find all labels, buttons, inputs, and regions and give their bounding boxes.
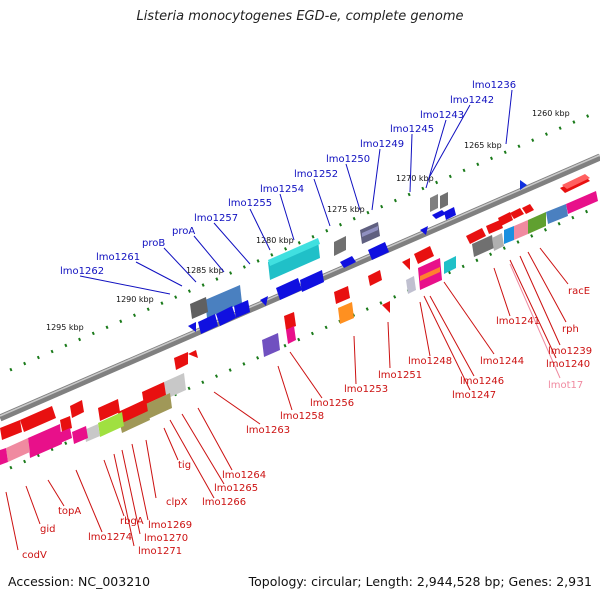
gene-label: lmo1274 bbox=[88, 532, 132, 543]
gene-label: lmo1264 bbox=[222, 470, 266, 481]
kbp-label: 1290 kbp bbox=[116, 295, 154, 304]
pink-leader-line bbox=[509, 263, 561, 379]
gene-label: lmo1246 bbox=[460, 376, 504, 387]
kbp-label: 1285 kbp bbox=[186, 266, 224, 275]
gene-label: lmo1245 bbox=[390, 124, 434, 135]
gene-label: lmo1266 bbox=[202, 497, 246, 508]
gene-label: lmo1257 bbox=[194, 213, 238, 224]
upper-leader-lines bbox=[79, 89, 513, 295]
lower-gene-labels: racE rph lmo1239 lmo1240 lmot17 lmo1241 … bbox=[22, 286, 592, 561]
kbp-label: 1265 kbp bbox=[464, 141, 502, 150]
kbp-label: 1280 kbp bbox=[256, 236, 294, 245]
gene-label: lmo1250 bbox=[326, 154, 370, 165]
gene-label: lmo1269 bbox=[148, 520, 192, 531]
gene-label: proA bbox=[172, 226, 195, 237]
gene-label: racE bbox=[568, 286, 590, 297]
gene-label: lmo1247 bbox=[452, 390, 496, 401]
gene-label: lmo1239 bbox=[548, 346, 592, 357]
gene-label: codV bbox=[22, 550, 47, 561]
gene-label: lmo1270 bbox=[144, 533, 188, 544]
accession-text: Accession: NC_003210 bbox=[8, 574, 151, 589]
gene-label: lmo1251 bbox=[378, 370, 422, 381]
gene-label: gid bbox=[40, 524, 55, 535]
gene-label: lmo1243 bbox=[420, 110, 464, 121]
lower-leader-lines bbox=[5, 247, 569, 551]
gene-label: rph bbox=[562, 324, 579, 335]
gene-label: lmo1249 bbox=[360, 139, 404, 150]
gene-label: rbgA bbox=[120, 516, 144, 527]
gene-label: lmo1261 bbox=[96, 252, 140, 263]
gene-label: lmo1258 bbox=[280, 411, 324, 422]
gene-label: proB bbox=[142, 238, 165, 249]
upper-gene-labels: lmo1236 lmo1242 lmo1243 lmo1245 lmo1249 … bbox=[60, 80, 516, 277]
kbp-label: 1270 kbp bbox=[396, 174, 434, 183]
gene-label: lmo1255 bbox=[228, 198, 272, 209]
upper-tick-line bbox=[9, 113, 591, 372]
gene-label: lmo1241 bbox=[496, 316, 540, 327]
map-title: Listeria monocytogenes EGD-e, complete g… bbox=[136, 9, 464, 24]
gene-label: lmo1242 bbox=[450, 95, 494, 106]
lower-gene-blocks bbox=[0, 191, 598, 465]
gene-label: lmo1262 bbox=[60, 266, 104, 277]
gene-label: lmo1263 bbox=[246, 425, 290, 436]
gene-label: lmot17 bbox=[548, 380, 583, 391]
gene-label: clpX bbox=[166, 497, 188, 508]
upper-gene-blocks bbox=[188, 174, 590, 334]
gene-label: lmo1248 bbox=[408, 356, 452, 367]
gene-label: lmo1254 bbox=[260, 184, 304, 195]
kbp-label: 1275 kbp bbox=[327, 205, 365, 214]
gene-label: lmo1271 bbox=[138, 546, 182, 557]
gene-label: lmo1265 bbox=[214, 483, 258, 494]
gene-label: topA bbox=[58, 506, 81, 517]
gene-label: lmo1236 bbox=[472, 80, 516, 91]
kbp-label: 1260 kbp bbox=[532, 109, 570, 118]
gene-label: lmo1253 bbox=[344, 384, 388, 395]
gene-label: lmo1240 bbox=[546, 359, 590, 370]
gene-label: lmo1256 bbox=[310, 398, 354, 409]
gene-label: lmo1244 bbox=[480, 356, 524, 367]
kbp-label: 1295 kbp bbox=[46, 323, 84, 332]
gene-label: tig bbox=[178, 460, 191, 471]
genome-summary-text: Topology: circular; Length: 2,944,528 bp… bbox=[248, 574, 592, 589]
gene-label: lmo1252 bbox=[294, 169, 338, 180]
